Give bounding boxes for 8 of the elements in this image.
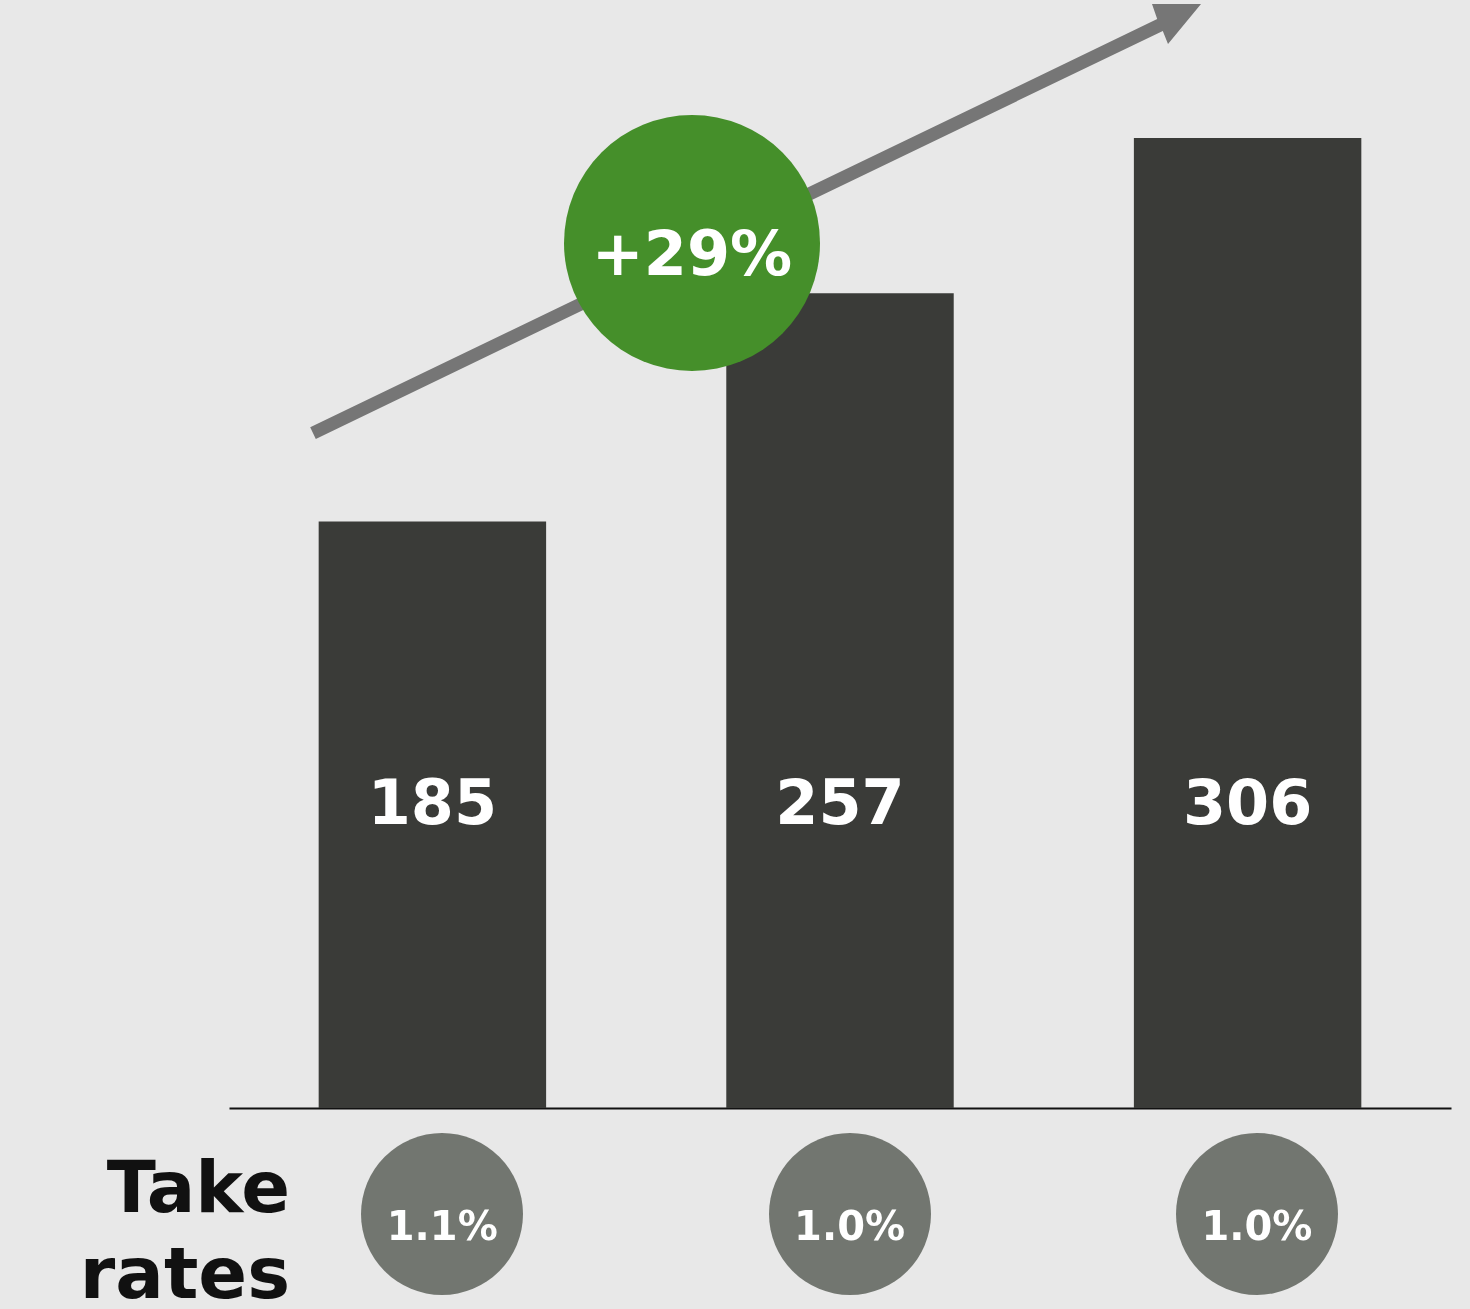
text: Take rates <box>78 1144 290 1309</box>
text: 1.1% <box>386 1203 498 1249</box>
data-label: 306 <box>1182 766 1313 839</box>
text: 1.0% <box>794 1203 906 1249</box>
data-label: 257 <box>775 766 905 839</box>
data-label: 185 <box>367 766 498 839</box>
text: 1.0% <box>1201 1203 1313 1249</box>
annotation: +29% <box>591 216 793 290</box>
